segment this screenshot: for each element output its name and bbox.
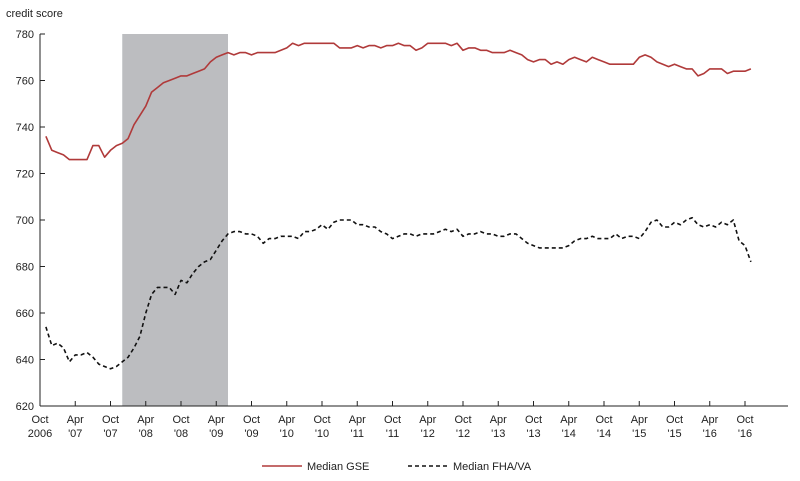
x-tick-label-month: Oct xyxy=(31,414,48,426)
y-tick-label: 620 xyxy=(16,401,34,413)
series-lines xyxy=(45,42,752,370)
y-tick-label: 660 xyxy=(16,308,34,320)
x-tick-label-year: '16 xyxy=(703,428,717,440)
y-tick-label: 700 xyxy=(16,215,34,227)
x-tick-label-year: '13 xyxy=(491,428,505,440)
x-tick-label-month: Apr xyxy=(701,414,718,426)
recession-shade xyxy=(122,34,228,406)
x-tick-label-month: Oct xyxy=(595,414,612,426)
y-tick-label: 680 xyxy=(16,262,34,274)
x-tick-label-year: '12 xyxy=(421,428,435,440)
x-tick-label-year: '07 xyxy=(68,428,82,440)
y-tick-label: 740 xyxy=(16,122,34,134)
x-tick-label-year: '07 xyxy=(103,428,117,440)
x-tick-label-month: Apr xyxy=(419,414,436,426)
y-tick-label: 720 xyxy=(16,169,34,181)
x-tick-label-month: Oct xyxy=(313,414,330,426)
x-tick-label-month: Oct xyxy=(666,414,683,426)
legend-label: Median FHA/VA xyxy=(453,461,532,473)
y-tick-label: 640 xyxy=(16,355,34,367)
y-axis-title: credit score xyxy=(6,8,63,20)
x-tick-label-month: Apr xyxy=(631,414,648,426)
x-tick-label-year: '11 xyxy=(386,428,400,440)
x-tick-label-year: '08 xyxy=(139,428,153,440)
x-tick-label-year: '10 xyxy=(315,428,329,440)
legend-label: Median GSE xyxy=(307,461,369,473)
series-line-median-fha-va xyxy=(45,216,752,370)
x-tick-label-month: Oct xyxy=(243,414,260,426)
x-tick-label-year: '16 xyxy=(738,428,752,440)
series-line-median-gse xyxy=(45,42,752,161)
x-tick-label-year: '15 xyxy=(667,428,681,440)
x-tick-label-month: Apr xyxy=(137,414,154,426)
x-tick-label-month: Apr xyxy=(560,414,577,426)
y-tick-label: 780 xyxy=(16,29,34,41)
x-tick-label-year: '09 xyxy=(244,428,258,440)
x-tick-label-year: '10 xyxy=(280,428,294,440)
x-tick-label-year: '15 xyxy=(632,428,646,440)
recession-shading-layer xyxy=(122,34,228,406)
x-tick-label-month: Oct xyxy=(384,414,401,426)
x-tick-label-month: Oct xyxy=(454,414,471,426)
x-tick-label-year: '14 xyxy=(597,428,611,440)
x-axis-ticks: Oct 2006 Apr '07 Oct '07 Apr '08 Oct '08 Apr '09 Oct… xyxy=(28,401,754,440)
x-tick-label-month: Oct xyxy=(172,414,189,426)
x-tick-label-month: Apr xyxy=(349,414,366,426)
x-tick-label-month: Oct xyxy=(525,414,542,426)
x-tick-label-month: Apr xyxy=(208,414,225,426)
x-tick-label-month: Oct xyxy=(102,414,119,426)
y-axis-ticks: 620 640 660 680 700 720 740 760 780 xyxy=(16,29,45,413)
x-tick-label-month: Apr xyxy=(490,414,507,426)
x-tick-label-year: '11 xyxy=(350,428,364,440)
x-tick-label-year: '14 xyxy=(562,428,576,440)
x-tick-label-year: '13 xyxy=(526,428,540,440)
x-tick-label-year: '08 xyxy=(174,428,188,440)
legend: Median GSE Median FHA/VA xyxy=(262,461,532,473)
x-tick-label-month: Apr xyxy=(278,414,295,426)
x-tick-label-year: 2006 xyxy=(28,428,52,440)
y-tick-label: 760 xyxy=(16,76,34,88)
x-tick-label-year: '12 xyxy=(456,428,470,440)
x-tick-label-year: '09 xyxy=(209,428,223,440)
x-tick-label-month: Oct xyxy=(736,414,753,426)
x-tick-label-month: Apr xyxy=(67,414,84,426)
